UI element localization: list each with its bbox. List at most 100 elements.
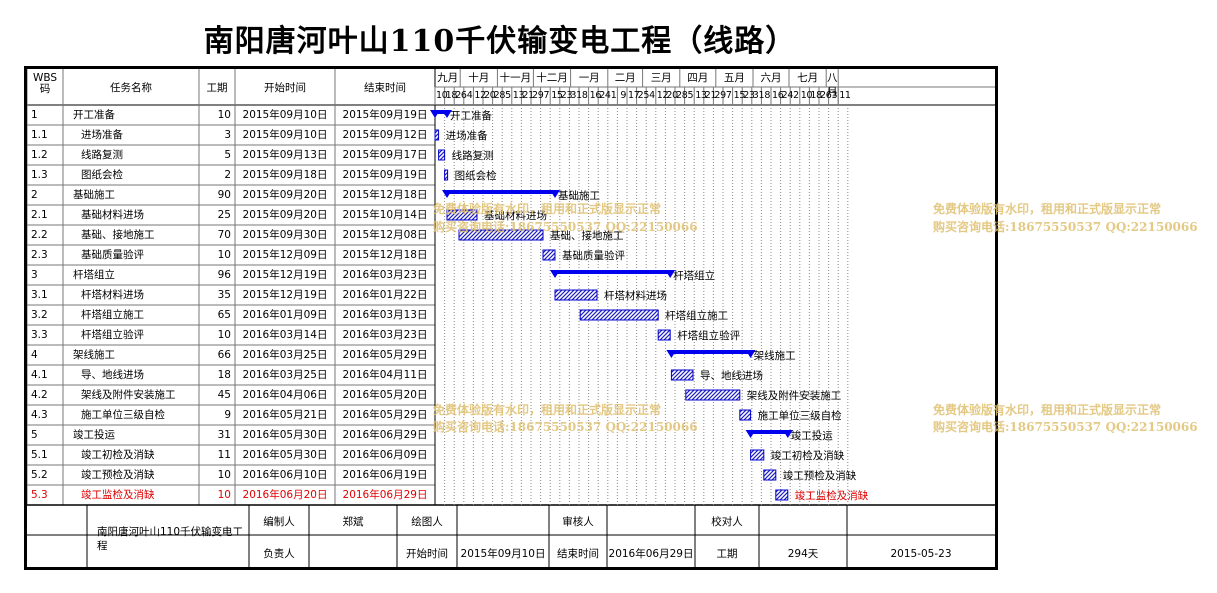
task-start: 2016年05月21日 (242, 409, 328, 421)
day-label: 26 (820, 90, 832, 101)
day-label: 25 (637, 90, 650, 101)
task-bar-label: 开工准备 (450, 109, 492, 122)
task-bar (739, 409, 752, 421)
task-bar-label: 施工单位三级自检 (758, 409, 842, 422)
task-end: 2015年12月18日 (342, 249, 428, 261)
task-end: 2015年09月19日 (342, 169, 428, 181)
task-end: 2016年03月13日 (342, 309, 428, 321)
day-label: 8 (764, 90, 771, 101)
task-start: 2015年09月20日 (242, 189, 328, 201)
task-duration: 31 (217, 429, 231, 441)
task-bar (750, 449, 765, 461)
task-end: 2015年09月17日 (342, 149, 428, 161)
day-label: 3 (831, 90, 838, 101)
task-duration: 11 (217, 449, 231, 461)
summary-bar (447, 190, 555, 194)
summary-bar-end (782, 430, 793, 438)
watermark-line1: 免费体验版有水印，租用和正式版显示正常 (933, 202, 1162, 216)
task-wbs: 2.2 (31, 229, 48, 241)
task-duration: 10 (217, 109, 231, 121)
watermark-line2: 购买咨询电话:18675550537 QQ:22150066 (933, 220, 1198, 234)
task-bar (685, 389, 741, 401)
task-start: 2015年09月20日 (242, 209, 328, 221)
task-wbs: 5.2 (31, 469, 48, 481)
task-name: 导、地线进场 (81, 369, 144, 381)
task-end: 2016年05月29日 (342, 349, 428, 361)
task-name: 竣工监检及消缺 (81, 489, 155, 501)
task-start: 2016年04月06日 (242, 389, 328, 401)
task-start: 2015年09月10日 (242, 129, 328, 141)
task-start: 2015年12月09日 (242, 249, 328, 261)
task-bar (438, 149, 446, 161)
task-bar (446, 209, 478, 221)
day-label: 15 (551, 90, 563, 101)
day-label: 4 (466, 90, 473, 101)
task-name: 杆塔组立 (73, 269, 115, 281)
day-label: 12 (656, 90, 669, 101)
task-name: 基础质量验评 (81, 249, 144, 261)
task-name: 基础施工 (73, 189, 115, 201)
task-start: 2016年06月10日 (242, 469, 328, 481)
task-bar-label: 杆塔组立 (673, 269, 715, 282)
task-name: 施工单位三级自检 (81, 409, 165, 421)
day-label: 10 (800, 90, 813, 101)
task-duration: 25 (217, 209, 231, 221)
task-duration: 45 (217, 389, 231, 401)
month-label: 三月 (650, 72, 672, 84)
month-label: 四月 (687, 72, 709, 84)
summary-bar (555, 270, 671, 274)
watermark-line2: 购买咨询电话:18675550537 QQ:22150066 (433, 420, 698, 434)
day-label: 11 (839, 90, 851, 101)
day-label: 20 (484, 90, 496, 101)
watermark-line1: 免费体验版有水印，租用和正式版显示正常 (433, 202, 662, 216)
task-end: 2016年05月20日 (342, 389, 428, 401)
task-end: 2016年06月19日 (342, 469, 428, 481)
day-label: 20 (666, 90, 678, 101)
task-duration: 65 (217, 309, 231, 321)
task-start: 2016年03月25日 (242, 369, 328, 381)
task-end: 2015年09月12日 (342, 129, 428, 141)
task-bar-label: 杆塔组立验评 (677, 329, 740, 342)
task-wbs: 1 (31, 109, 38, 121)
task-duration: 9 (224, 409, 231, 421)
day-label: 24 (781, 90, 794, 101)
task-bar (763, 469, 777, 481)
task-name: 架线施工 (73, 349, 115, 361)
footer-compiler: 郑斌 (342, 516, 364, 528)
task-bar-label: 杆塔材料进场 (604, 289, 667, 302)
task-bar-label: 竣工初检及消缺 (771, 449, 845, 462)
task-bar-label: 竣工投运 (791, 429, 833, 442)
task-start: 2015年12月19日 (242, 269, 328, 281)
task-wbs: 3 (31, 269, 38, 281)
summary-bar (750, 430, 788, 434)
task-wbs: 2.1 (31, 209, 48, 221)
month-label: 九月 (437, 72, 459, 84)
task-start: 2015年12月19日 (242, 289, 328, 301)
task-duration: 10 (217, 329, 231, 341)
watermark-line2: 购买咨询电话:18675550537 QQ:22150066 (933, 420, 1198, 434)
task-wbs: 4.3 (31, 409, 48, 421)
task-name: 开工准备 (73, 109, 115, 121)
task-bar-label: 基础材料进场 (484, 209, 547, 222)
day-label: 12 (474, 90, 486, 101)
task-name: 基础、接地施工 (81, 229, 155, 241)
task-name: 杆塔材料进场 (81, 289, 144, 301)
task-end: 2015年12月08日 (342, 229, 428, 241)
task-end: 2015年09月19日 (342, 109, 428, 121)
task-name: 杆塔组立施工 (81, 309, 144, 321)
task-end: 2016年03月23日 (342, 269, 428, 281)
task-bar-label: 基础质量验评 (562, 249, 625, 262)
summary-bar-end (442, 190, 452, 198)
task-name: 杆塔组立验评 (81, 329, 144, 341)
month-label: 十二月 (536, 72, 568, 84)
footer-project-name: 南阳唐河叶山110千伏输变电工程 (97, 526, 244, 552)
task-duration: 3 (224, 129, 231, 141)
day-label: 7 (725, 90, 732, 101)
footer-end: 2016年06月29日 (608, 548, 694, 560)
task-duration: 2 (224, 169, 231, 181)
day-label: 8 (581, 90, 588, 101)
task-start: 2015年09月18日 (242, 169, 328, 181)
day-label: 1 (610, 90, 617, 101)
task-start: 2016年03月14日 (242, 329, 328, 341)
footer-date: 2015-05-23 (890, 548, 952, 560)
